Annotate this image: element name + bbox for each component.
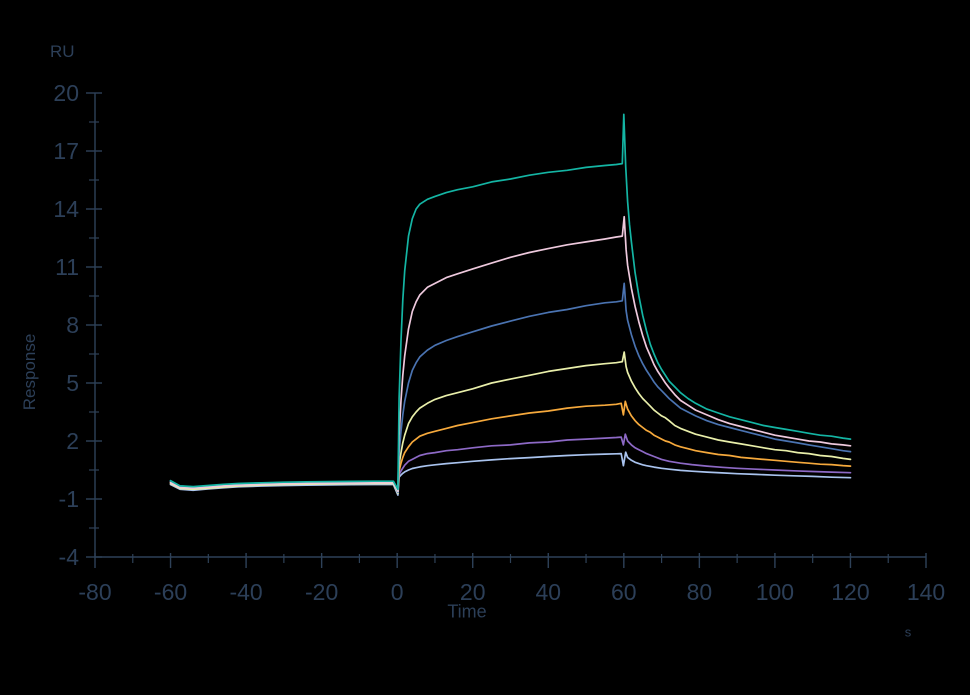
y-tick-label: 14 (53, 196, 79, 222)
series-line-pale-yellow (169, 351, 852, 495)
x-tick-label: -20 (305, 579, 338, 605)
series-line-teal (169, 113, 852, 491)
y-tick-label: -4 (59, 544, 80, 570)
series-line-pink (169, 215, 852, 493)
y-tick-label: 5 (66, 370, 79, 396)
x-tick-label: 140 (907, 579, 945, 605)
x-tick-label: 100 (756, 579, 794, 605)
x-tick-label: 60 (611, 579, 637, 605)
series-line-steel-blue (169, 282, 852, 494)
series-line-periwinkle (169, 451, 852, 496)
y-axis-title: Response (20, 333, 39, 411)
x-axis-unit-label: s (904, 624, 912, 640)
y-axis-unit-label: RU (50, 42, 75, 61)
x-tick-label: 20 (460, 579, 486, 605)
x-tick-label: -60 (154, 579, 187, 605)
y-tick-label: 20 (53, 80, 79, 106)
x-tick-label: 120 (831, 579, 869, 605)
x-tick-label: 80 (687, 579, 713, 605)
x-tick-label: -80 (78, 579, 111, 605)
y-tick-label: 8 (66, 312, 79, 338)
y-tick-label: 2 (66, 428, 79, 454)
series-line-orange (169, 400, 852, 493)
y-tick-label: 17 (53, 138, 79, 164)
x-tick-label: -40 (229, 579, 262, 605)
x-axis-title: Time (447, 601, 487, 622)
x-tick-label: 40 (535, 579, 561, 605)
y-tick-label: 11 (55, 254, 79, 280)
x-tick-label: 0 (391, 579, 404, 605)
y-tick-label: -1 (59, 486, 79, 512)
